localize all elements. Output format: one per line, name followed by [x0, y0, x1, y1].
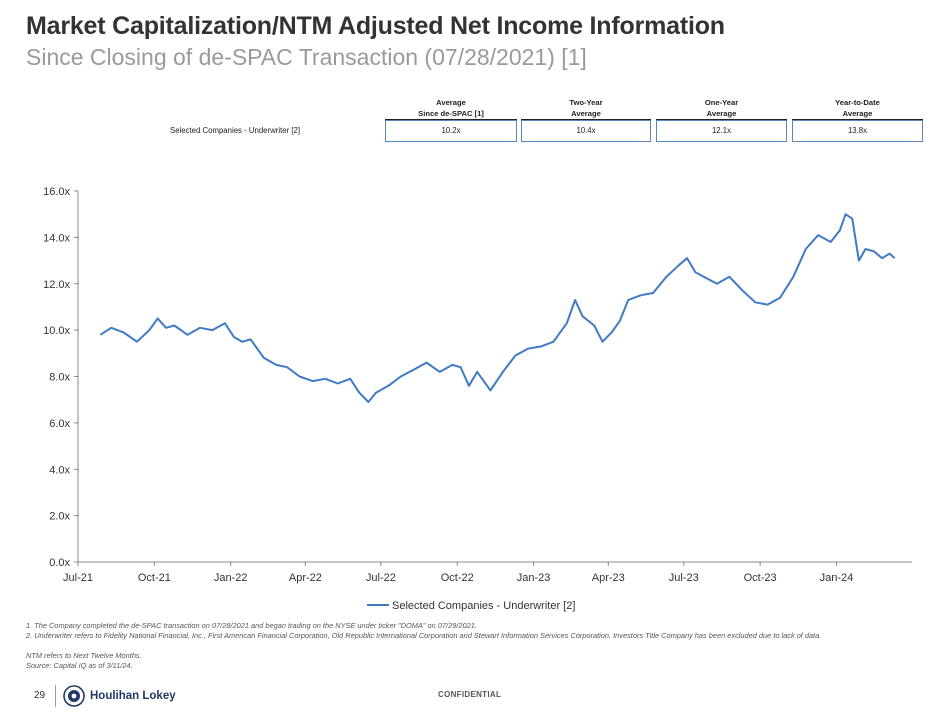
table-header-one-year: One-Year Average — [656, 97, 787, 120]
table-cell-two-year: 10.4x — [521, 120, 651, 142]
header-line1: Two-Year — [569, 98, 603, 107]
table-cell-since-despac: 10.2x — [385, 120, 517, 142]
houlihan-lokey-logo-icon — [63, 685, 85, 707]
x-tick-label: Oct-22 — [441, 572, 474, 584]
x-tick-label: Jul-21 — [63, 572, 93, 584]
page-title: Market Capitalization/NTM Adjusted Net I… — [26, 12, 725, 40]
brand-name: Houlihan Lokey — [90, 690, 176, 702]
series-line-0 — [99, 213, 896, 403]
y-tick-label: 0.0x — [49, 557, 70, 569]
x-tick-label: Jan-23 — [517, 572, 551, 584]
chart-ticks: 0.0x 2.0x 4.0x 6.0x 8.0x 10.0x 12.0x 14.0x 16.0x… — [43, 186, 853, 584]
page-number: 29 — [34, 690, 46, 701]
line-chart: 0.0x 2.0x 4.0x 6.0x 8.0x 10.0x 12.0x 14.0x 16.0x… — [43, 186, 912, 612]
y-tick-label: 14.0x — [43, 232, 70, 244]
table-header-since-despac: Average Since de-SPAC [1] — [385, 97, 517, 120]
footnote-3: NTM refers to Next Twelve Months. — [26, 651, 142, 660]
header-line1: Year-to-Date — [835, 98, 880, 107]
x-tick-label: Apr-22 — [289, 572, 322, 584]
y-tick-label: 16.0x — [43, 186, 70, 198]
footer-divider — [55, 685, 56, 707]
x-tick-label: Jan-22 — [214, 572, 248, 584]
chart-series — [99, 213, 896, 403]
page-subtitle: Since Closing of de-SPAC Transaction (07… — [26, 44, 587, 70]
table-header-ytd: Year-to-Date Average — [792, 97, 923, 120]
chart-legend: Selected Companies - Underwriter [2] — [367, 600, 575, 612]
y-tick-label: 2.0x — [49, 511, 70, 523]
y-tick-label: 4.0x — [49, 464, 70, 476]
table-row-label: Selected Companies - Underwriter [2] — [170, 126, 301, 135]
y-tick-label: 10.0x — [43, 325, 70, 337]
header-line2: Average — [521, 108, 651, 120]
table-cell-one-year: 12.1x — [656, 120, 787, 142]
y-tick-label: 12.0x — [43, 279, 70, 291]
legend-label: Selected Companies - Underwriter [2] — [392, 600, 575, 612]
x-tick-label: Jan-24 — [820, 572, 854, 584]
footnote-source: Source: Capital IQ as of 3/11/24. — [26, 661, 133, 670]
x-tick-label: Jul-22 — [366, 572, 396, 584]
chart-axes — [77, 191, 912, 563]
confidential-label: CONFIDENTIAL — [438, 690, 502, 699]
y-tick-label: 8.0x — [49, 372, 70, 384]
x-tick-label: Jul-23 — [669, 572, 699, 584]
x-tick-label: Oct-23 — [744, 572, 777, 584]
header-line2: Average — [656, 108, 787, 120]
header-line1: One-Year — [704, 98, 739, 107]
table-cell-ytd: 13.8x — [792, 120, 923, 142]
footnote-1: 1. The Company completed the de-SPAC tra… — [26, 621, 477, 630]
header-line1: Average — [436, 98, 466, 107]
header-line2: Average — [792, 108, 923, 120]
y-tick-label: 6.0x — [49, 418, 70, 430]
footnote-2: 2. Underwriter refers to Fidelity Nation… — [26, 631, 822, 640]
header-line2: Since de-SPAC [1] — [385, 108, 517, 120]
table-header-two-year: Two-Year Average — [521, 97, 651, 120]
x-tick-label: Oct-21 — [138, 572, 171, 584]
x-tick-label: Apr-23 — [592, 572, 625, 584]
